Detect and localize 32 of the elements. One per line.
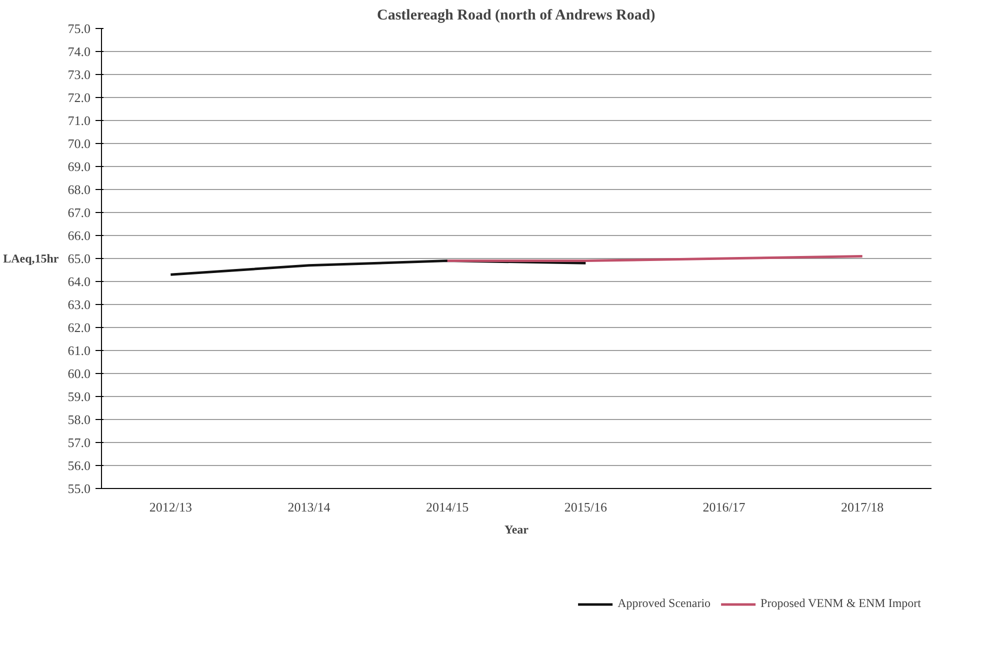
y-tick-label: 56.0: [68, 458, 90, 473]
x-tick-label: 2017/18: [841, 500, 884, 514]
chart-title: Castlereagh Road (north of Andrews Road): [376, 8, 656, 24]
y-tick-label: 58.0: [68, 412, 90, 427]
y-tick-label: 57.0: [68, 435, 90, 450]
y-tick-label: 71.0: [68, 113, 90, 128]
y-tick-label: 64.0: [68, 274, 90, 289]
y-tick-label: 61.0: [68, 343, 90, 358]
y-tick-label: 65.0: [68, 251, 90, 266]
x-tick-label: 2013/14: [288, 500, 331, 514]
x-tick-label: 2012/13: [149, 500, 192, 514]
y-tick-label: 72.0: [68, 90, 90, 105]
legend-label: Proposed VENM & ENM Import: [760, 596, 921, 611]
x-tick-label: 2016/17: [702, 500, 746, 514]
x-tick-label: 2014/15: [426, 500, 469, 514]
y-tick-label: 66.0: [68, 228, 90, 243]
y-tick-label: 55.0: [68, 481, 90, 496]
y-tick-label: 75.0: [68, 21, 90, 36]
y-tick-label: 67.0: [68, 205, 90, 220]
legend-label: Approved Scenario: [618, 596, 711, 611]
y-tick-label: 59.0: [68, 389, 90, 404]
y-tick-label: 70.0: [68, 136, 90, 151]
x-axis-title: Year: [504, 522, 530, 536]
y-tick-label: 73.0: [68, 67, 90, 82]
y-tick-label: 69.0: [68, 159, 90, 174]
y-tick-label: 62.0: [68, 320, 90, 335]
y-tick-label: 60.0: [68, 366, 90, 381]
y-axis-title: LAeq,15hr: [3, 252, 60, 266]
y-tick-label: 68.0: [68, 182, 90, 197]
y-tick-label: 63.0: [68, 297, 90, 312]
y-tick-label: 74.0: [68, 44, 90, 59]
x-tick-label: 2015/16: [564, 500, 608, 514]
